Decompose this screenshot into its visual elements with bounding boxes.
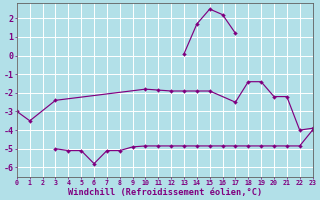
X-axis label: Windchill (Refroidissement éolien,°C): Windchill (Refroidissement éolien,°C) <box>68 188 262 197</box>
